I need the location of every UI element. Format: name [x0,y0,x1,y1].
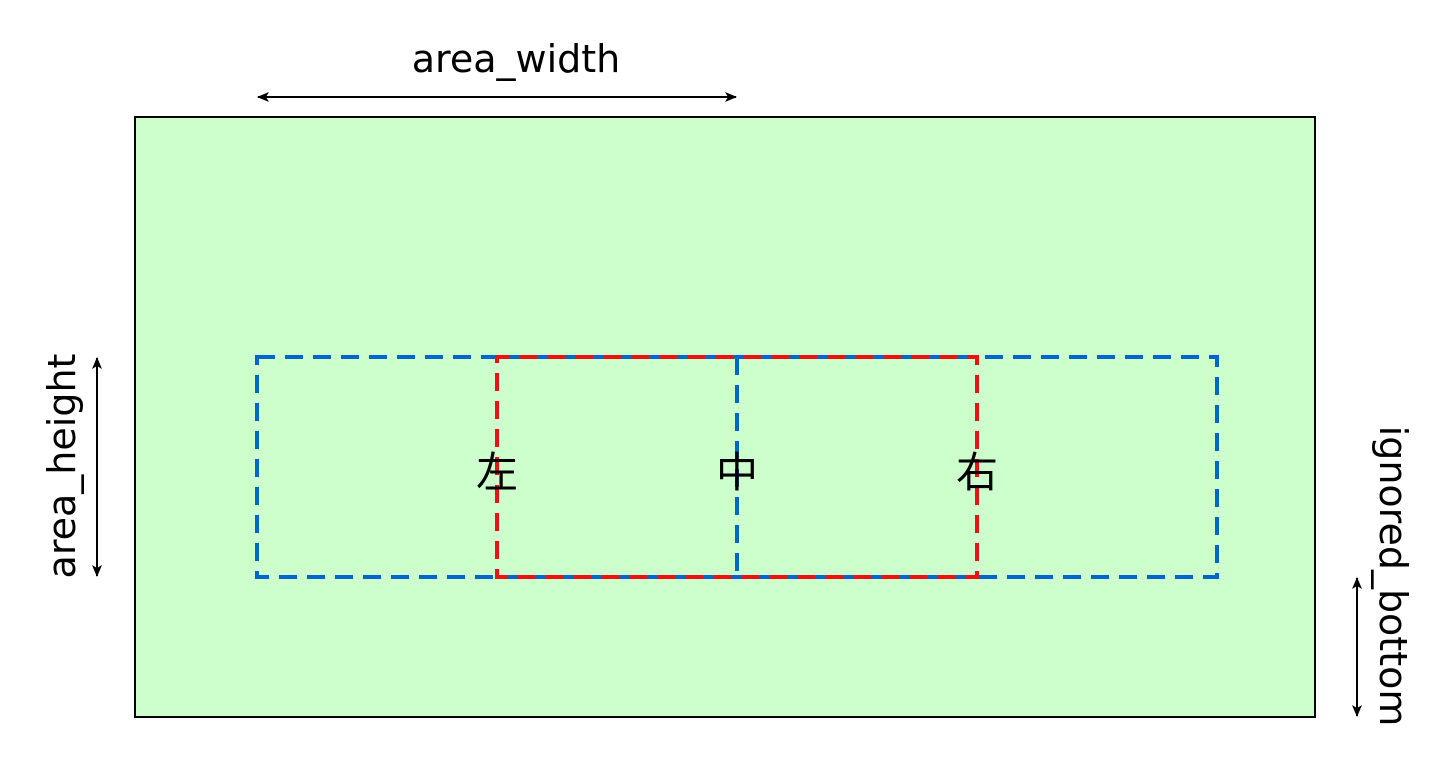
area-width-label: area_width [412,37,620,81]
region-center-label: 中 [716,448,758,497]
region-left-label: 左 [476,448,518,497]
region-right-label: 右 [956,448,998,497]
area-height-label: area_height [40,354,84,579]
ignored-bottom-label: ignored_bottom [1371,426,1415,727]
screen-area [134,116,1316,718]
red-detection-box [495,355,979,579]
